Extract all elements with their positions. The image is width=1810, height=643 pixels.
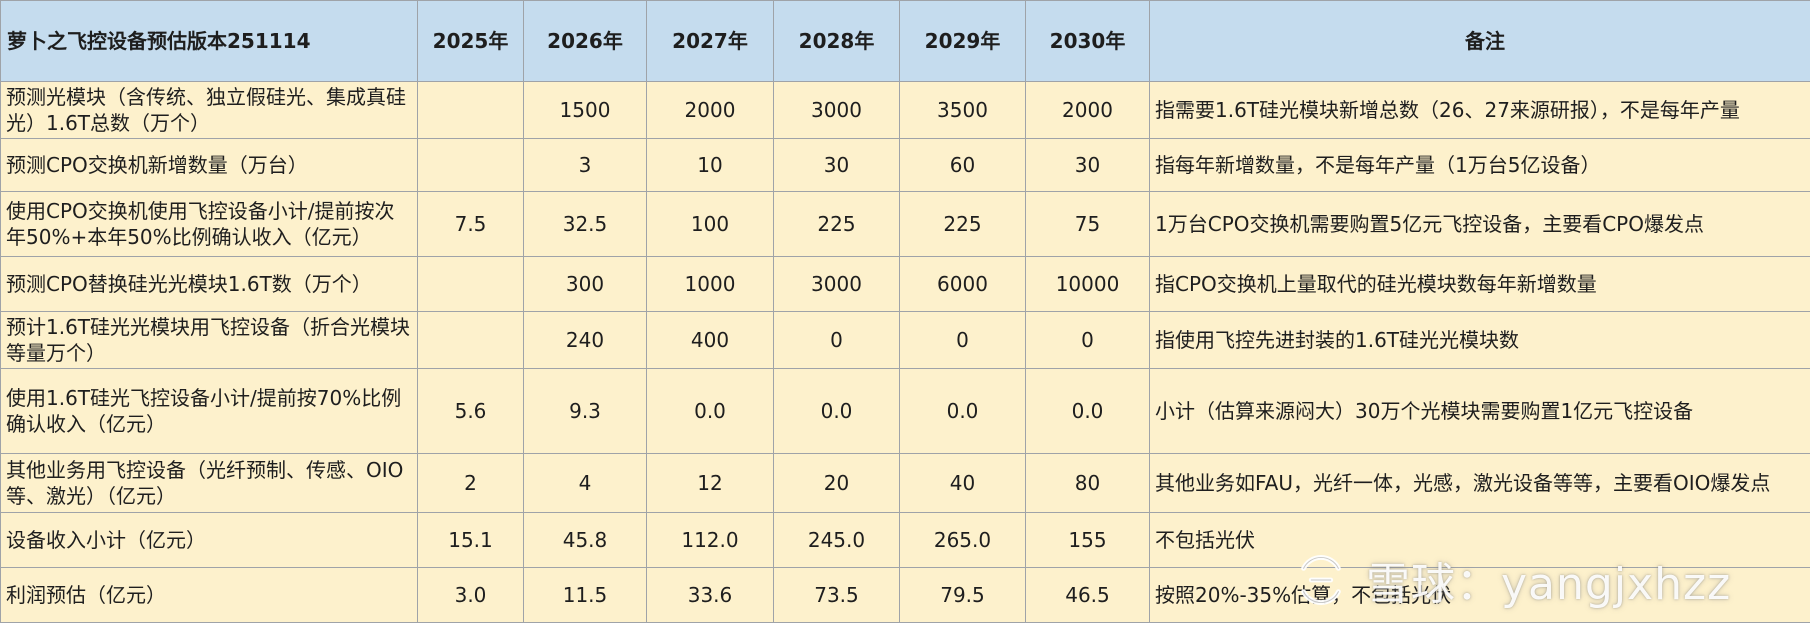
row-label-cell[interactable]: 设备收入小计（亿元）	[0, 512, 418, 568]
column-header-2026[interactable]: 2026年	[523, 0, 647, 82]
value-cell-2030[interactable]: 75	[1025, 191, 1150, 257]
value-cell-2029[interactable]: 6000	[899, 256, 1026, 312]
value-cell-2026[interactable]: 9.3	[523, 368, 647, 454]
row-label-cell[interactable]: 利润预估（亿元）	[0, 567, 418, 623]
value-cell-2027[interactable]: 1000	[646, 256, 774, 312]
value-cell-2029[interactable]: 3500	[899, 81, 1026, 139]
value-cell-2025[interactable]	[417, 81, 524, 139]
value-cell-2025[interactable]: 15.1	[417, 512, 524, 568]
table-row: 其他业务用飞控设备（光纤预制、传感、OIO等、激光）（亿元） 2 4 12 20…	[0, 453, 1810, 513]
value-cell-2029[interactable]: 0.0	[899, 368, 1026, 454]
value-cell-2030[interactable]: 0	[1025, 311, 1150, 369]
value-cell-2026[interactable]: 11.5	[523, 567, 647, 623]
value-cell-2030[interactable]: 46.5	[1025, 567, 1150, 623]
column-header-item[interactable]: 萝卜之飞控设备预估版本251114	[0, 0, 418, 82]
value-cell-2030[interactable]: 155	[1025, 512, 1150, 568]
note-cell[interactable]: 指使用飞控先进封装的1.6T硅光光模块数	[1149, 311, 1810, 369]
row-label-cell[interactable]: 预计1.6T硅光光模块用飞控设备（折合光模块等量万个）	[0, 311, 418, 369]
value-cell-2025[interactable]: 7.5	[417, 191, 524, 257]
value-cell-2029[interactable]: 225	[899, 191, 1026, 257]
value-cell-2029[interactable]: 40	[899, 453, 1026, 513]
value-cell-2027[interactable]: 400	[646, 311, 774, 369]
table-row: 预计1.6T硅光光模块用飞控设备（折合光模块等量万个） 240 400 0 0 …	[0, 311, 1810, 369]
value-cell-2026[interactable]: 3	[523, 138, 647, 192]
value-cell-2027[interactable]: 0.0	[646, 368, 774, 454]
column-header-2029[interactable]: 2029年	[899, 0, 1026, 82]
column-header-2025[interactable]: 2025年	[417, 0, 524, 82]
row-label-cell[interactable]: 预测光模块（含传统、独立假硅光、集成真硅光）1.6T总数（万个）	[0, 81, 418, 139]
table-row: 使用CPO交换机使用飞控设备小计/提前按次年50%+本年50%比例确认收入（亿元…	[0, 191, 1810, 257]
value-cell-2026[interactable]: 45.8	[523, 512, 647, 568]
note-cell[interactable]: 指每年新增数量，不是每年产量（1万台5亿设备）	[1149, 138, 1810, 192]
value-cell-2028[interactable]: 3000	[773, 256, 900, 312]
value-cell-2025[interactable]: 3.0	[417, 567, 524, 623]
value-cell-2028[interactable]: 0.0	[773, 368, 900, 454]
value-cell-2025[interactable]: 2	[417, 453, 524, 513]
table-row: 利润预估（亿元） 3.0 11.5 33.6 73.5 79.5 46.5 按照…	[0, 567, 1810, 623]
forecast-table: 萝卜之飞控设备预估版本251114 2025年 2026年 2027年 2028…	[0, 0, 1810, 623]
table-row: 预测光模块（含传统、独立假硅光、集成真硅光）1.6T总数（万个） 1500 20…	[0, 81, 1810, 139]
value-cell-2027[interactable]: 100	[646, 191, 774, 257]
note-cell[interactable]: 指需要1.6T硅光模块新增总数（26、27来源研报），不是每年产量	[1149, 81, 1810, 139]
note-cell[interactable]: 不包括光伏	[1149, 512, 1810, 568]
value-cell-2029[interactable]: 0	[899, 311, 1026, 369]
value-cell-2025[interactable]	[417, 138, 524, 192]
value-cell-2028[interactable]: 0	[773, 311, 900, 369]
value-cell-2028[interactable]: 3000	[773, 81, 900, 139]
row-label-cell[interactable]: 使用1.6T硅光飞控设备小计/提前按70%比例确认收入（亿元）	[0, 368, 418, 454]
column-header-2028[interactable]: 2028年	[773, 0, 900, 82]
row-label-cell[interactable]: 使用CPO交换机使用飞控设备小计/提前按次年50%+本年50%比例确认收入（亿元…	[0, 191, 418, 257]
value-cell-2028[interactable]: 30	[773, 138, 900, 192]
value-cell-2027[interactable]: 33.6	[646, 567, 774, 623]
value-cell-2030[interactable]: 80	[1025, 453, 1150, 513]
row-label-cell[interactable]: 预测CPO替换硅光光模块1.6T数（万个）	[0, 256, 418, 312]
value-cell-2026[interactable]: 1500	[523, 81, 647, 139]
value-cell-2026[interactable]: 240	[523, 311, 647, 369]
table-row: 使用1.6T硅光飞控设备小计/提前按70%比例确认收入（亿元） 5.6 9.3 …	[0, 368, 1810, 454]
table-row: 预测CPO交换机新增数量（万台） 3 10 30 60 30 指每年新增数量，不…	[0, 138, 1810, 192]
value-cell-2027[interactable]: 10	[646, 138, 774, 192]
table-row: 设备收入小计（亿元） 15.1 45.8 112.0 245.0 265.0 1…	[0, 512, 1810, 568]
note-cell[interactable]: 其他业务如FAU，光纤一体，光感，激光设备等等，主要看OIO爆发点	[1149, 453, 1810, 513]
column-header-2027[interactable]: 2027年	[646, 0, 774, 82]
value-cell-2030[interactable]: 2000	[1025, 81, 1150, 139]
value-cell-2029[interactable]: 265.0	[899, 512, 1026, 568]
table-row: 预测CPO替换硅光光模块1.6T数（万个） 300 1000 3000 6000…	[0, 256, 1810, 312]
header-row: 萝卜之飞控设备预估版本251114 2025年 2026年 2027年 2028…	[0, 0, 1810, 82]
value-cell-2027[interactable]: 2000	[646, 81, 774, 139]
note-cell[interactable]: 按照20%-35%估算，不包括光伏	[1149, 567, 1810, 623]
value-cell-2029[interactable]: 79.5	[899, 567, 1026, 623]
value-cell-2030[interactable]: 0.0	[1025, 368, 1150, 454]
row-label-cell[interactable]: 其他业务用飞控设备（光纤预制、传感、OIO等、激光）（亿元）	[0, 453, 418, 513]
value-cell-2027[interactable]: 112.0	[646, 512, 774, 568]
column-header-notes[interactable]: 备注	[1149, 0, 1810, 82]
value-cell-2028[interactable]: 73.5	[773, 567, 900, 623]
note-cell[interactable]: 1万台CPO交换机需要购置5亿元飞控设备，主要看CPO爆发点	[1149, 191, 1810, 257]
value-cell-2026[interactable]: 300	[523, 256, 647, 312]
row-label-cell[interactable]: 预测CPO交换机新增数量（万台）	[0, 138, 418, 192]
column-header-2030[interactable]: 2030年	[1025, 0, 1150, 82]
value-cell-2025[interactable]: 5.6	[417, 368, 524, 454]
value-cell-2029[interactable]: 60	[899, 138, 1026, 192]
value-cell-2026[interactable]: 4	[523, 453, 647, 513]
value-cell-2025[interactable]	[417, 256, 524, 312]
value-cell-2030[interactable]: 30	[1025, 138, 1150, 192]
value-cell-2025[interactable]	[417, 311, 524, 369]
value-cell-2028[interactable]: 245.0	[773, 512, 900, 568]
value-cell-2027[interactable]: 12	[646, 453, 774, 513]
note-cell[interactable]: 小计（估算来源闷大）30万个光模块需要购置1亿元飞控设备	[1149, 368, 1810, 454]
value-cell-2028[interactable]: 225	[773, 191, 900, 257]
value-cell-2028[interactable]: 20	[773, 453, 900, 513]
note-cell[interactable]: 指CPO交换机上量取代的硅光模块数每年新增数量	[1149, 256, 1810, 312]
value-cell-2030[interactable]: 10000	[1025, 256, 1150, 312]
value-cell-2026[interactable]: 32.5	[523, 191, 647, 257]
